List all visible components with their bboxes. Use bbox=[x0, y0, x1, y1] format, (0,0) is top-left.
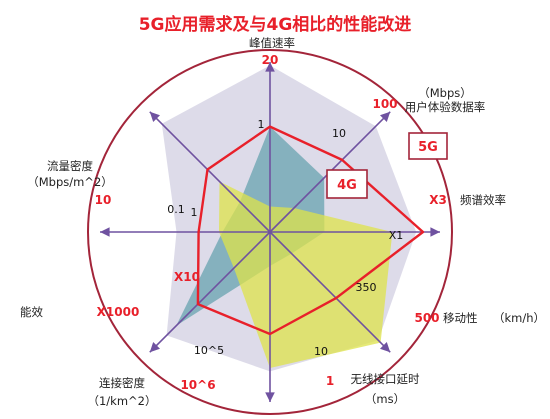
chart-spokes bbox=[100, 62, 440, 402]
axis-name: 连接密度 bbox=[99, 376, 145, 390]
legend: 5G 4G bbox=[326, 132, 448, 199]
legend-5g-text: 5G bbox=[418, 140, 438, 155]
5g-value-label: 1 bbox=[326, 374, 334, 388]
axis-arrowhead bbox=[149, 111, 160, 122]
axis-unit: （Mbps） bbox=[418, 86, 472, 100]
legend-4g: 4G bbox=[326, 169, 368, 199]
axis-unit: （ms） bbox=[365, 392, 405, 406]
axis-name: 能效 bbox=[20, 305, 43, 319]
axis-arrowhead bbox=[430, 227, 440, 237]
5g-value-label: X3 bbox=[429, 193, 447, 207]
4g-value-label: 0.1 bbox=[167, 203, 185, 216]
axis-spoke bbox=[149, 231, 271, 353]
chart-fills bbox=[161, 65, 417, 372]
4g-value-label: 10^5 bbox=[194, 344, 224, 357]
axis-arrowhead bbox=[149, 342, 160, 353]
axis-unit: （1/km^2） bbox=[87, 394, 156, 408]
4g-value-label: X1 bbox=[389, 229, 404, 242]
inner-tick-label: 1 bbox=[191, 206, 198, 219]
5g-value-label: 20 bbox=[262, 53, 279, 67]
4g-value-label: 350 bbox=[356, 281, 377, 294]
4g-value-label: 10 bbox=[332, 127, 346, 140]
axis-arrowhead bbox=[380, 342, 391, 353]
axis-spoke bbox=[269, 231, 391, 353]
axis-name: 移动性 bbox=[443, 311, 478, 325]
axis-arrowhead bbox=[380, 111, 391, 122]
legend-5g: 5G bbox=[408, 132, 448, 160]
5g-value-label: X1000 bbox=[97, 305, 140, 319]
4g-value-label: 10 bbox=[314, 345, 328, 358]
axis-name: 频谱效率 bbox=[460, 193, 506, 207]
chart-labels: 20 1 峰值速率 100 10 （Mbps）用户体验数据率 X3 X1 频谱效率 500 350 移… bbox=[20, 36, 545, 408]
axis-arrowhead bbox=[100, 227, 110, 237]
axis-name: 峰值速率 bbox=[249, 36, 295, 50]
axis-arrowhead bbox=[265, 62, 275, 72]
5g-value-label: 500 bbox=[414, 311, 439, 325]
chart-frame bbox=[87, 49, 453, 415]
4g-value-label: 1 bbox=[258, 118, 265, 131]
axis-name: 无线接口延时 bbox=[351, 372, 420, 386]
axis-unit: （Mbps/m^2） bbox=[27, 175, 113, 189]
axis-spoke bbox=[149, 111, 271, 233]
4g-value-label: X10 bbox=[174, 270, 200, 284]
5g-polygon bbox=[196, 125, 425, 336]
legend-4g-text: 4G bbox=[337, 178, 357, 193]
5g-line bbox=[196, 125, 425, 336]
chart-title: 5G应用需求及与4G相比的性能改进 bbox=[139, 14, 412, 35]
5g-value-label: 10^6 bbox=[180, 378, 215, 392]
axis-arrowhead bbox=[265, 392, 275, 402]
yellow-area bbox=[219, 181, 393, 368]
5g-value-label: 100 bbox=[372, 97, 397, 111]
axis-name: 用户体验数据率 bbox=[405, 100, 486, 114]
5g-value-label: 10 bbox=[95, 193, 112, 207]
axis-unit: （km/h） bbox=[493, 311, 545, 325]
axis-name: 流量密度 bbox=[47, 159, 93, 173]
outer-circle bbox=[87, 49, 453, 415]
